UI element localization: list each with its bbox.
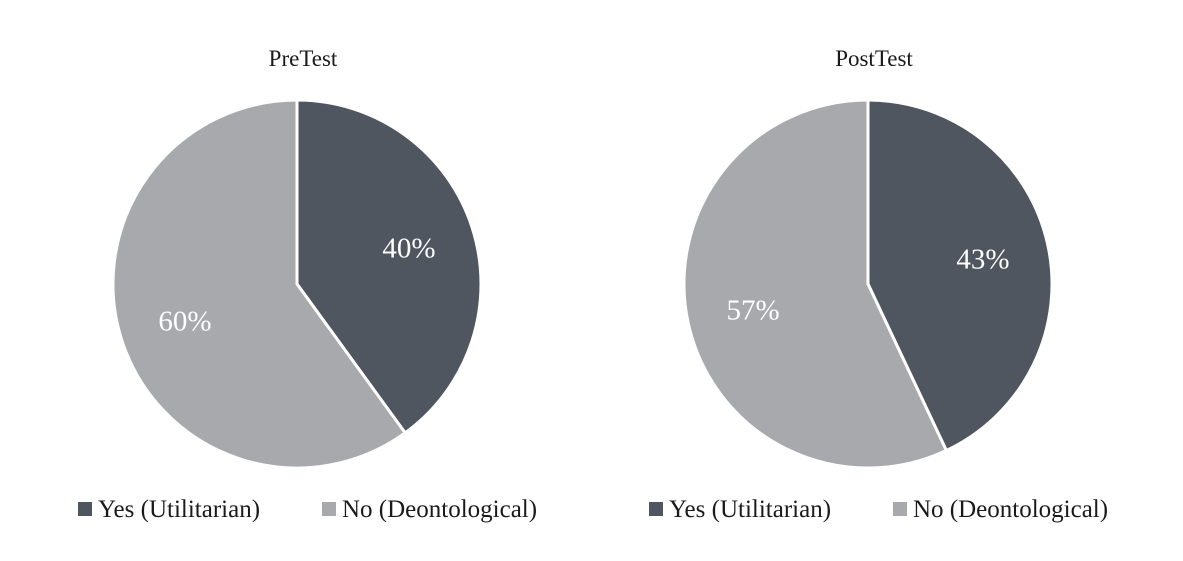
pretest-chart: PreTest 40% 60% Yes (Utilitarian) No (Deo… xyxy=(78,46,537,523)
posttest-data-label-yes: 43% xyxy=(956,243,1009,275)
posttest-slice-labels: 43% 57% xyxy=(726,243,1009,326)
pretest-slice-no xyxy=(111,98,407,470)
posttest-slice-yes xyxy=(866,98,1054,452)
pretest-legend-label-yes: Yes (Utilitarian) xyxy=(98,496,260,523)
pretest-legend: Yes (Utilitarian) No (Deontological) xyxy=(78,496,537,523)
pretest-data-label-no: 60% xyxy=(158,305,211,337)
pretest-data-label-yes: 40% xyxy=(382,233,435,265)
posttest-slice-no xyxy=(682,98,948,470)
posttest-legend: Yes (Utilitarian) No (Deontological) xyxy=(649,496,1108,523)
pretest-slice-labels: 40% 60% xyxy=(158,233,435,338)
posttest-legend-swatch-no xyxy=(893,502,907,516)
pretest-slices xyxy=(111,98,483,470)
posttest-data-label-no: 57% xyxy=(726,295,779,327)
posttest-legend-swatch-yes xyxy=(649,502,663,516)
posttest-slices xyxy=(682,98,1054,470)
pretest-legend-swatch-yes xyxy=(78,502,92,516)
pretest-legend-swatch-no xyxy=(322,502,336,516)
pretest-legend-label-no: No (Deontological) xyxy=(342,496,537,523)
posttest-legend-label-no: No (Deontological) xyxy=(913,496,1108,523)
pretest-slice-yes xyxy=(295,98,483,435)
pretest-title: PreTest xyxy=(269,46,338,71)
posttest-chart: PostTest 43% 57% Yes (Utilitarian) No (De… xyxy=(649,46,1108,523)
posttest-title: PostTest xyxy=(835,46,913,71)
posttest-legend-label-yes: Yes (Utilitarian) xyxy=(669,496,831,523)
